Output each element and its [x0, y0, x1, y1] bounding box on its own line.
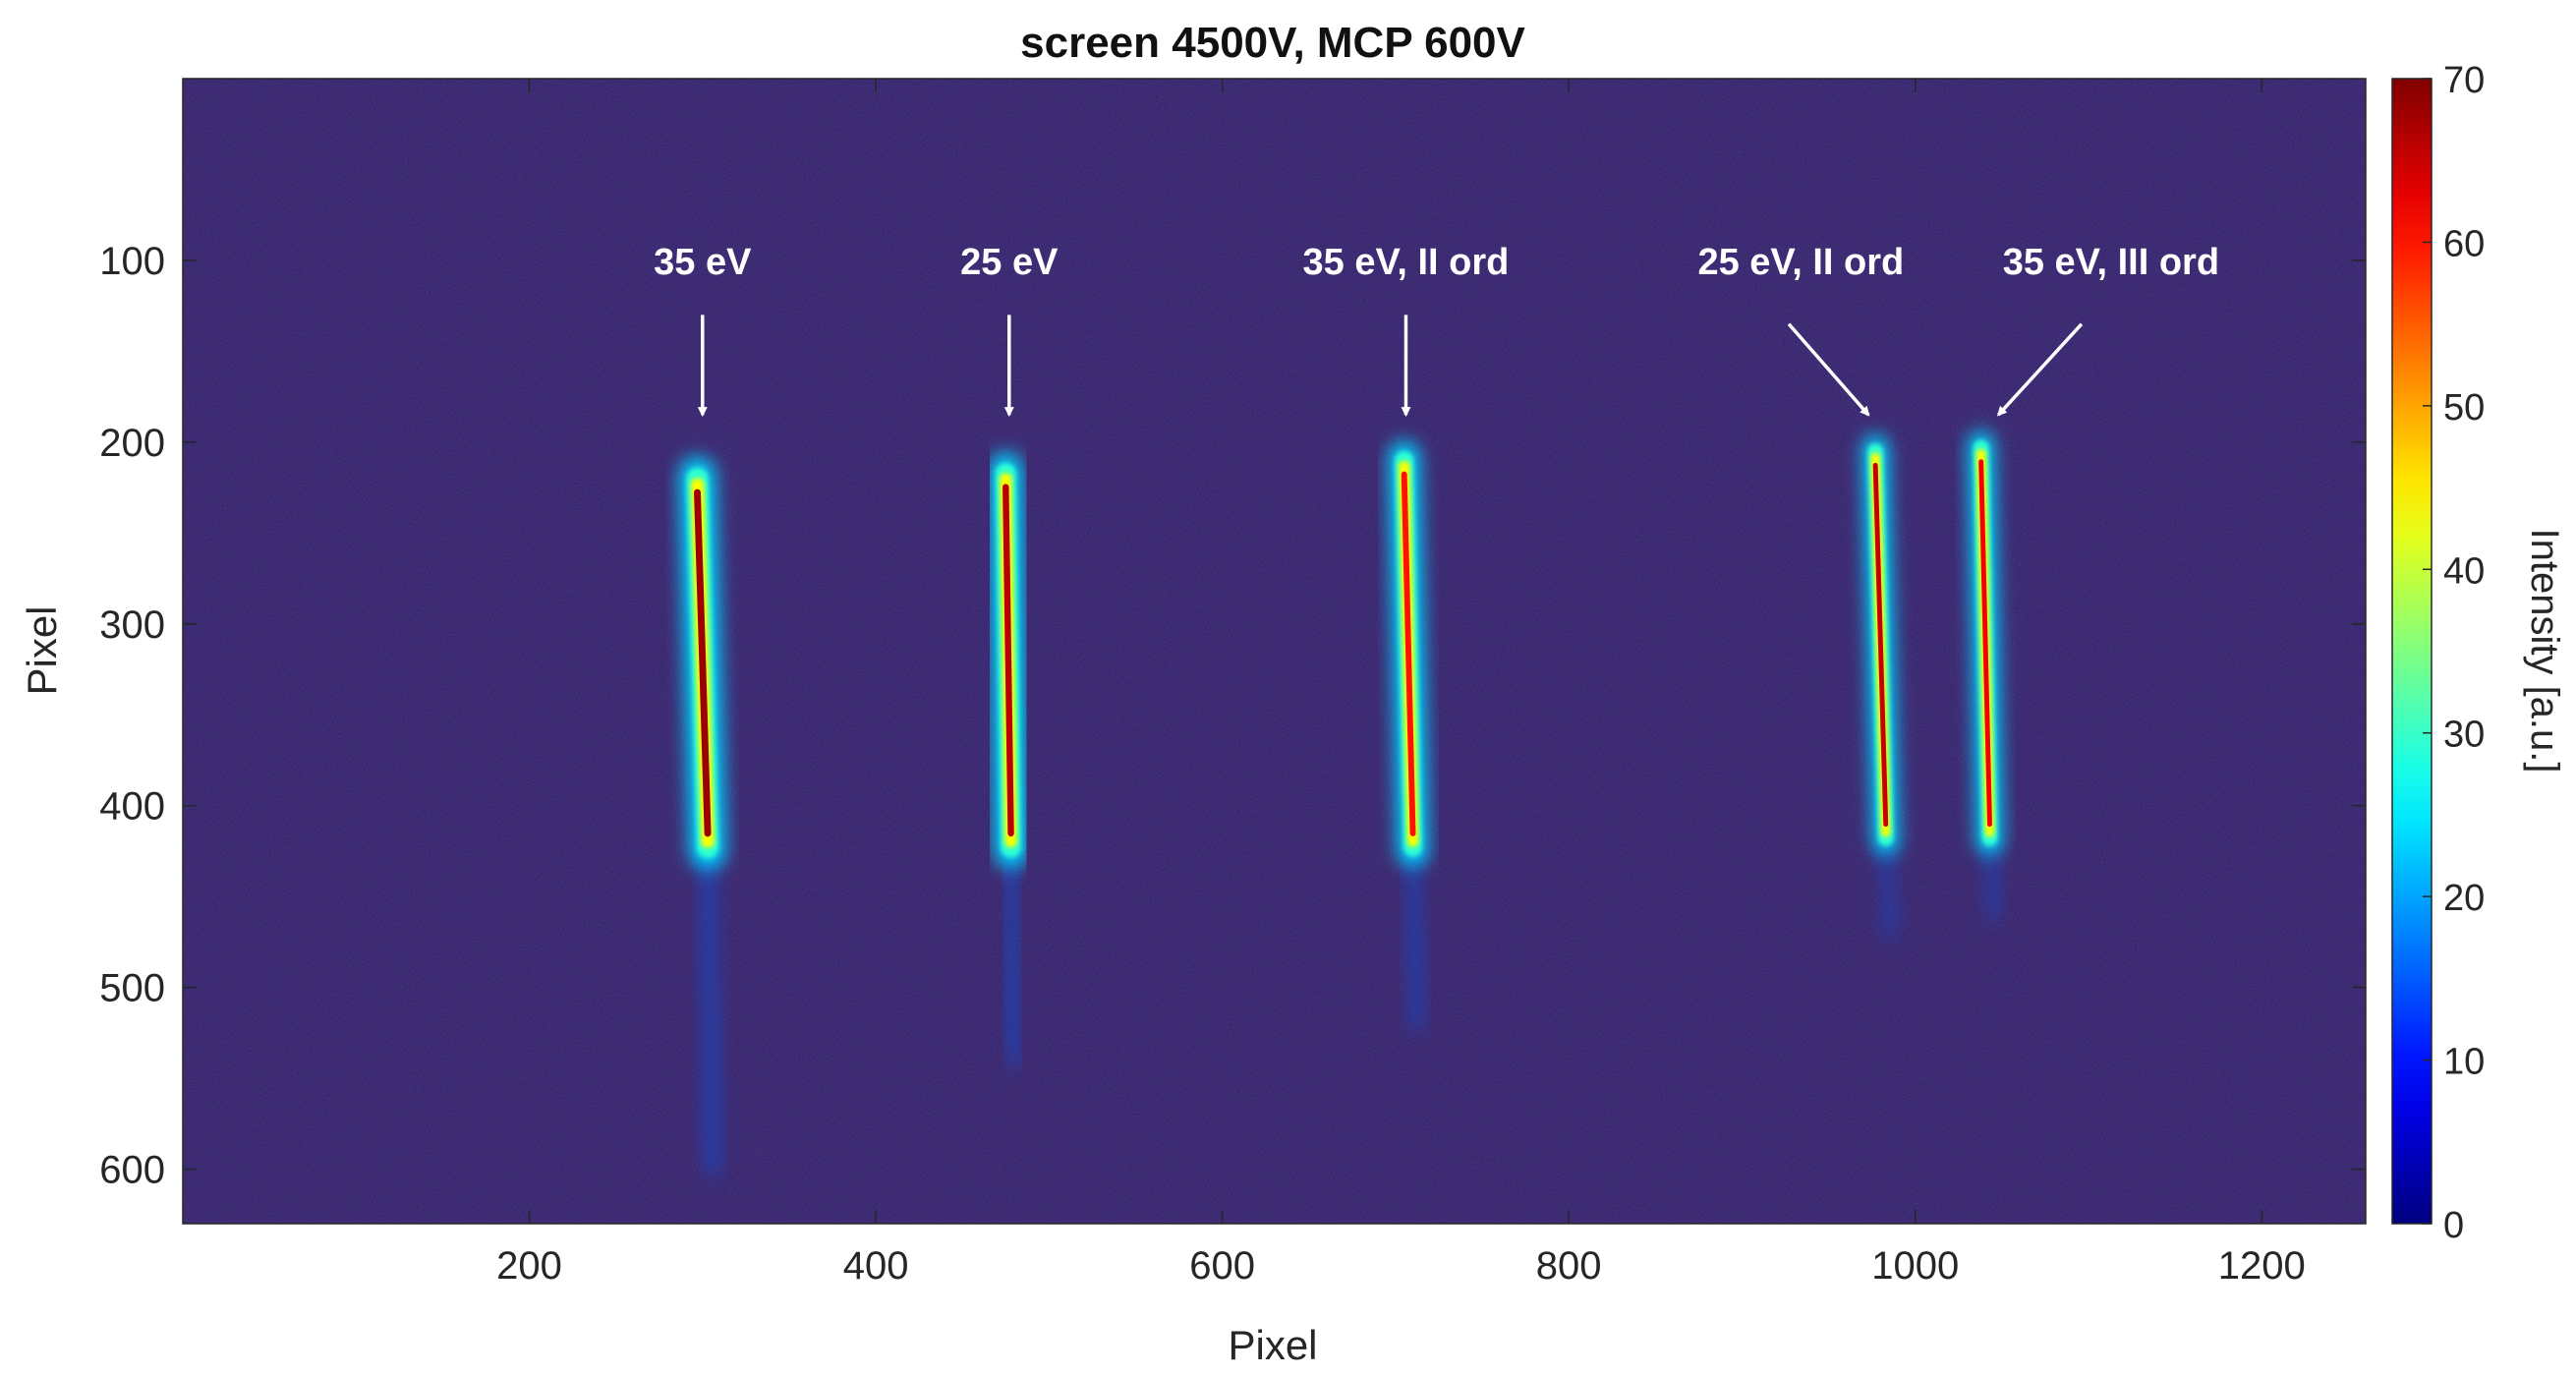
- y-tick-label: 500: [99, 967, 165, 1010]
- annotation-label: 25 eV: [960, 242, 1059, 283]
- line-peak-core: [1002, 484, 1014, 837]
- colorbar-ticks: 0 10 20 30 40 50 60 70: [2423, 60, 2485, 1246]
- colorbar-tick-label: 10: [2443, 1042, 2485, 1083]
- x-tick-label: 1000: [1871, 1244, 1959, 1288]
- y-axis: 100 200 300 400 500 600: [99, 240, 2366, 1192]
- spectral-line-1: [679, 456, 726, 1176]
- plot-area: 35 eV 25 eV 35 eV, II ord 25 eV, II ord 35 e…: [182, 78, 2367, 1225]
- line-tail: [700, 843, 720, 1176]
- line-peak-core: [1401, 471, 1416, 836]
- spectral-line-5: [1968, 430, 2003, 920]
- x-axis-label: Pixel: [1228, 1322, 1317, 1368]
- colorbar-tick-label: 70: [2443, 60, 2485, 101]
- colorbar-tick-label: 0: [2443, 1205, 2464, 1246]
- line-peak-core: [1872, 462, 1889, 828]
- colorbar-scale: [2391, 78, 2433, 1225]
- spectral-lines-layer: [679, 430, 2003, 1176]
- line-tail: [1880, 836, 1897, 939]
- x-tick-label: 1200: [2218, 1244, 2306, 1288]
- annotation-label: 35 eV, III ord: [2003, 242, 2219, 283]
- line-peak-core: [1978, 459, 1992, 828]
- colorbar-tick-label: 40: [2443, 550, 2485, 592]
- colorbar: 0 10 20 30 40 50 60 70: [2391, 60, 2485, 1246]
- x-tick-label: 400: [843, 1244, 909, 1288]
- line-tail: [1003, 844, 1021, 1067]
- colorbar-tick-label: 20: [2443, 878, 2485, 919]
- detector-noise-texture: [183, 79, 2366, 1224]
- annotation-4: 25 eV, II ord: [1697, 242, 1904, 417]
- annotation-1: 35 eV: [654, 242, 752, 418]
- annotation-label: 35 eV, II ord: [1303, 242, 1510, 283]
- annotation-3: 35 eV, II ord: [1303, 242, 1510, 418]
- colorbar-label: Intensity [a.u.]: [2523, 528, 2566, 773]
- y-tick-label: 200: [99, 422, 165, 465]
- spectral-line-4: [1861, 434, 1899, 939]
- line-peak-core: [694, 488, 712, 837]
- y-tick-label: 100: [99, 240, 165, 283]
- chart-title: screen 4500V, MCP 600V: [1020, 19, 1525, 67]
- annotation-arrow: [1996, 322, 2084, 417]
- x-tick-label: 800: [1536, 1244, 1602, 1288]
- annotation-label: 25 eV, II ord: [1697, 242, 1904, 283]
- colorbar-tick-label: 30: [2443, 715, 2485, 756]
- annotation-label: 35 eV: [654, 242, 752, 283]
- annotation-arrow: [1787, 322, 1870, 417]
- x-tick-label: 200: [496, 1244, 562, 1288]
- y-tick-label: 300: [99, 603, 165, 647]
- annotation-2: 25 eV: [960, 242, 1059, 418]
- y-tick-label: 400: [99, 785, 165, 829]
- spectral-line-3: [1388, 440, 1429, 1030]
- x-tick-label: 600: [1189, 1244, 1255, 1288]
- spectral-line-2: [989, 452, 1028, 1067]
- annotations-layer: 35 eV 25 eV 35 eV, II ord 25 eV, II ord 35 e…: [654, 242, 2219, 418]
- colorbar-tick-label: 50: [2443, 387, 2485, 429]
- line-tail: [1406, 844, 1424, 1030]
- plot-frame: [182, 78, 2367, 1225]
- y-axis-label: Pixel: [19, 605, 65, 695]
- x-axis: 200 400 600 800 1000 1200: [496, 79, 2306, 1288]
- y-tick-label: 600: [99, 1149, 165, 1192]
- annotation-5: 35 eV, III ord: [1996, 242, 2219, 417]
- colorbar-tick-label: 60: [2443, 223, 2485, 264]
